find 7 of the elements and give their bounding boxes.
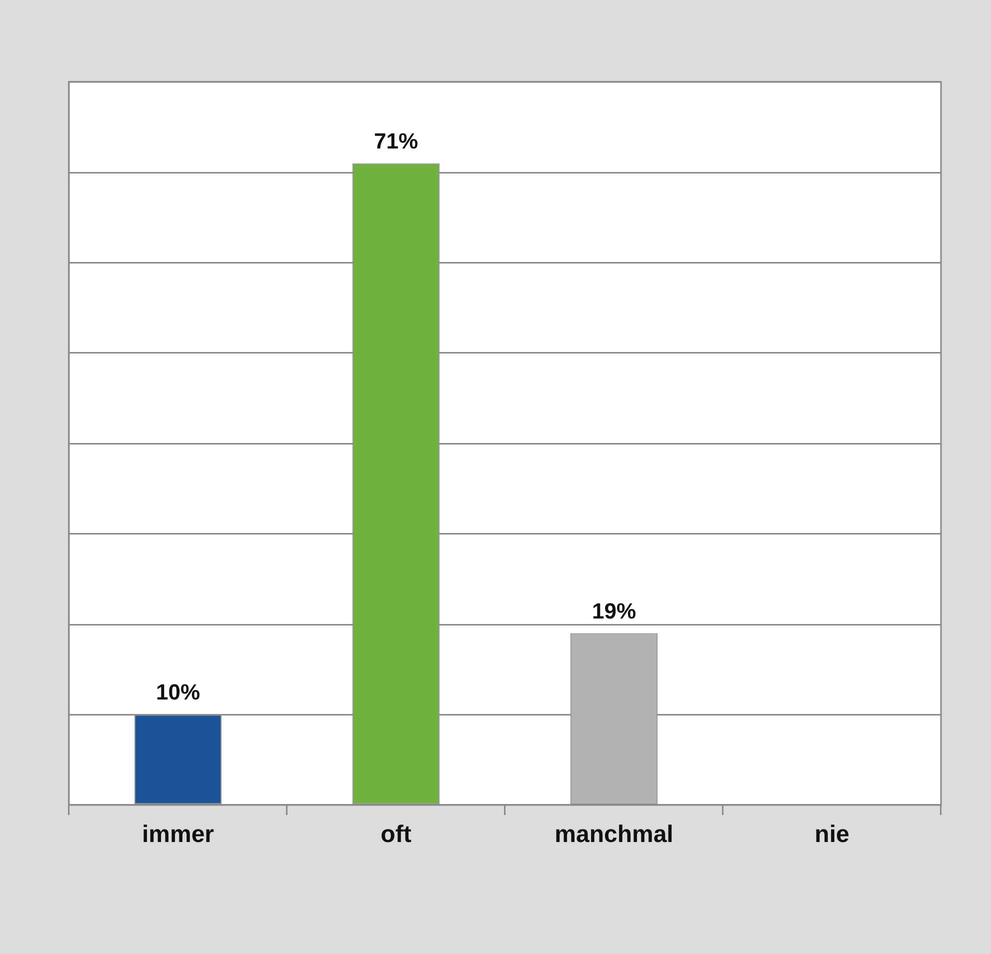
x-tick-label: immer xyxy=(142,821,214,848)
data-label: 19% xyxy=(592,598,636,624)
x-tick-label: oft xyxy=(380,821,412,848)
x-tick-label: manchmal xyxy=(554,821,674,848)
data-label: 71% xyxy=(374,128,418,154)
x-tick-label: nie xyxy=(814,821,850,848)
data-label: 10% xyxy=(156,680,200,705)
